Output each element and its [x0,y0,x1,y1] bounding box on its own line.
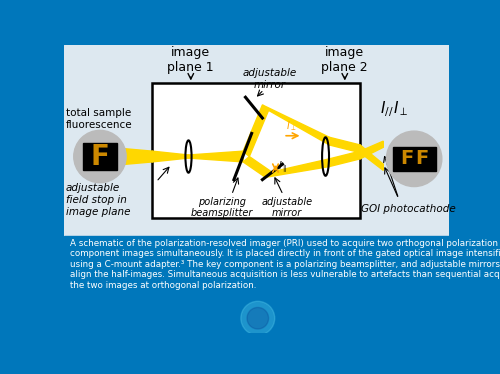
Text: $I_{\parallel}$: $I_{\parallel}$ [278,160,286,176]
Text: $I_{\perp}$: $I_{\perp}$ [286,119,296,133]
Text: F: F [415,149,428,168]
Polygon shape [152,151,188,162]
Polygon shape [100,147,152,166]
Text: A schematic of the polarization-resolved imager (PRI) used to acquire two orthog: A schematic of the polarization-resolved… [70,239,500,289]
Bar [152,83,360,218]
Circle shape [241,301,274,335]
Circle shape [74,131,126,183]
Text: adjustable
field stop in
image plane: adjustable field stop in image plane [66,184,130,217]
Text: image
plane 2: image plane 2 [322,46,368,74]
Bar [64,236,449,333]
Text: $I_{//}$: $I_{//}$ [380,99,393,119]
Text: image
plane 1: image plane 1 [168,46,214,74]
Circle shape [386,131,442,187]
Polygon shape [262,105,330,145]
Text: polarizing
beamsplitter: polarizing beamsplitter [190,197,253,218]
Polygon shape [360,145,384,171]
Text: adjustable
mirror: adjustable mirror [243,68,297,90]
Text: adjustable
mirror: adjustable mirror [262,197,312,218]
Polygon shape [330,151,360,166]
Bar [392,147,436,171]
Polygon shape [243,157,272,177]
Text: F: F [90,142,110,171]
Polygon shape [360,141,384,159]
Polygon shape [330,137,360,153]
Text: F: F [400,149,413,168]
Bar [83,144,117,170]
Bar [64,45,449,236]
Text: total sample
fluorescence: total sample fluorescence [66,108,132,130]
Circle shape [247,307,268,329]
Polygon shape [188,151,243,162]
Polygon shape [266,159,330,177]
Polygon shape [243,105,268,157]
Text: GOI photocathode: GOI photocathode [362,204,456,214]
Text: $I_{\perp}$: $I_{\perp}$ [394,99,408,118]
